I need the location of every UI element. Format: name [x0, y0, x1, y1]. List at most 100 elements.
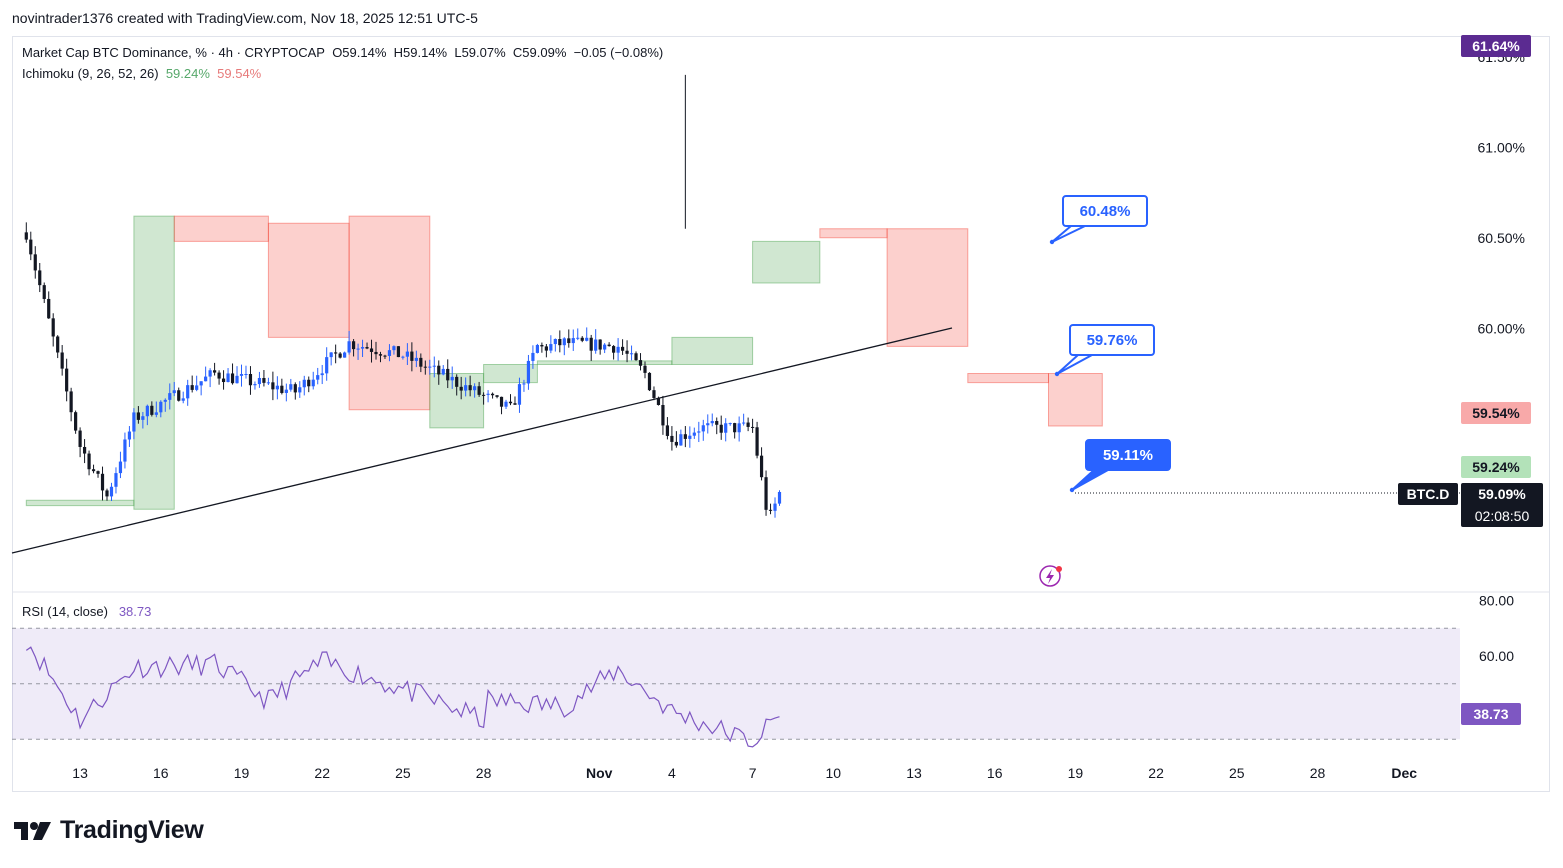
candle-body	[307, 379, 311, 387]
rsi-value-label[interactable]	[1461, 703, 1521, 725]
candle-body	[365, 347, 369, 349]
candle-body	[441, 368, 445, 375]
candle-body	[87, 453, 91, 470]
candle-body	[517, 384, 522, 405]
candle-body	[100, 473, 105, 491]
candle-body	[230, 373, 235, 384]
candle-body	[603, 344, 607, 350]
candle-body	[293, 384, 297, 393]
time-axis-tick: 19	[1068, 765, 1084, 781]
callout-label: 59.76%	[1087, 332, 1138, 349]
candle-body	[150, 405, 154, 415]
alert-icon[interactable]	[1039, 565, 1062, 587]
candle-body	[580, 337, 584, 341]
symbol-legend[interactable]: Market Cap BTC Dominance, % · 4h · CRYPT…	[22, 45, 663, 60]
ichimoku-cloud-segment	[1048, 373, 1103, 427]
candle-body	[661, 404, 665, 426]
tradingview-logo-text: TradingView	[60, 816, 204, 844]
candle-body	[490, 393, 495, 396]
time-axis-tick: 7	[749, 765, 757, 781]
candle-body	[360, 347, 365, 349]
callout-pointer	[1056, 354, 1093, 375]
candle-body	[24, 232, 28, 240]
last-price-text: 59.09%	[1478, 486, 1526, 502]
candle-body	[257, 377, 262, 385]
ichimoku-cloud-segment	[133, 215, 175, 510]
tenkan-price-label[interactable]	[1461, 456, 1531, 478]
candle-body	[468, 385, 472, 391]
lightning-icon	[1046, 569, 1054, 584]
tradingview-logo: TradingView	[14, 816, 204, 845]
candle-body	[683, 434, 687, 439]
candle-body	[387, 350, 392, 356]
candle-body	[432, 365, 436, 367]
candle-body	[401, 356, 405, 358]
candle-body	[710, 421, 714, 424]
price-callout[interactable]	[1069, 324, 1155, 356]
candle-body	[522, 383, 526, 385]
time-axis-tick: 22	[314, 765, 330, 781]
candle-body	[477, 386, 481, 395]
candle-body	[410, 351, 414, 361]
symbol-title: Market Cap BTC Dominance, % · 4h · CRYPT…	[22, 45, 325, 60]
bar-countdown-text: 02:08:50	[1475, 508, 1530, 524]
candle-body	[334, 352, 338, 354]
candle-body	[755, 427, 759, 456]
time-axis-tick: 28	[1310, 765, 1326, 781]
candle-body	[419, 357, 423, 367]
candle-body	[217, 372, 221, 379]
callout-pointer	[1071, 469, 1109, 491]
candle-body	[674, 441, 678, 446]
symbol-tag[interactable]	[1398, 483, 1458, 505]
trendline[interactable]	[11, 327, 953, 554]
candle-body	[320, 373, 324, 376]
candle-body	[47, 298, 51, 319]
candle-body	[428, 366, 432, 368]
price-axis-tick: 60.50%	[1478, 230, 1525, 246]
ichimoku-cloud-segment	[25, 499, 135, 507]
candle-body	[284, 389, 288, 393]
candle-body	[549, 344, 553, 351]
candle-body	[728, 423, 732, 425]
candle-body	[594, 339, 598, 351]
tenkan-price-label-text: 59.24%	[1472, 459, 1520, 475]
ichimoku-cloud-segment	[348, 215, 431, 411]
candle-body	[302, 379, 306, 388]
candle-body	[405, 351, 409, 357]
time-axis-tick: 10	[826, 765, 842, 781]
candle-body	[531, 352, 535, 361]
ichimoku-cloud-segment	[173, 215, 269, 242]
candle-body	[634, 353, 638, 361]
price-callout[interactable]	[1062, 195, 1148, 227]
rsi-axis-tick: 80.00	[1479, 593, 1514, 609]
candle-body	[154, 412, 158, 415]
rsi-line[interactable]	[25, 646, 780, 748]
candle-body	[576, 337, 580, 339]
candle-body	[733, 423, 737, 433]
candle-body	[526, 360, 531, 384]
ohlc-close: C59.09%	[512, 45, 567, 60]
candle-body	[486, 393, 490, 395]
ichimoku-legend[interactable]: Ichimoku (9, 26, 52, 26) 59.24% 59.54%	[22, 66, 261, 81]
candle-body	[159, 401, 163, 413]
alert-dot	[1056, 566, 1062, 572]
kijun-price-label-text: 59.54%	[1472, 405, 1520, 421]
price-callout[interactable]	[1085, 439, 1171, 471]
candle-body	[280, 385, 284, 393]
kijun-price-label[interactable]	[1461, 402, 1531, 424]
candle-body	[598, 339, 602, 350]
candle-body	[141, 416, 145, 420]
rsi-legend[interactable]: RSI (14, close) 38.73	[22, 604, 151, 619]
candle-body	[253, 384, 257, 386]
candle-body	[369, 348, 374, 352]
candle-body	[163, 399, 167, 402]
last-price-tag[interactable]	[1461, 483, 1543, 527]
candle-body	[535, 344, 539, 353]
candle-body	[455, 376, 459, 387]
rsi-label: RSI (14, close)	[22, 604, 108, 619]
high-price-label[interactable]	[1461, 35, 1531, 57]
candle-body	[652, 390, 656, 398]
time-axis-tick: 13	[906, 765, 922, 781]
callout-anchor	[1049, 239, 1055, 245]
